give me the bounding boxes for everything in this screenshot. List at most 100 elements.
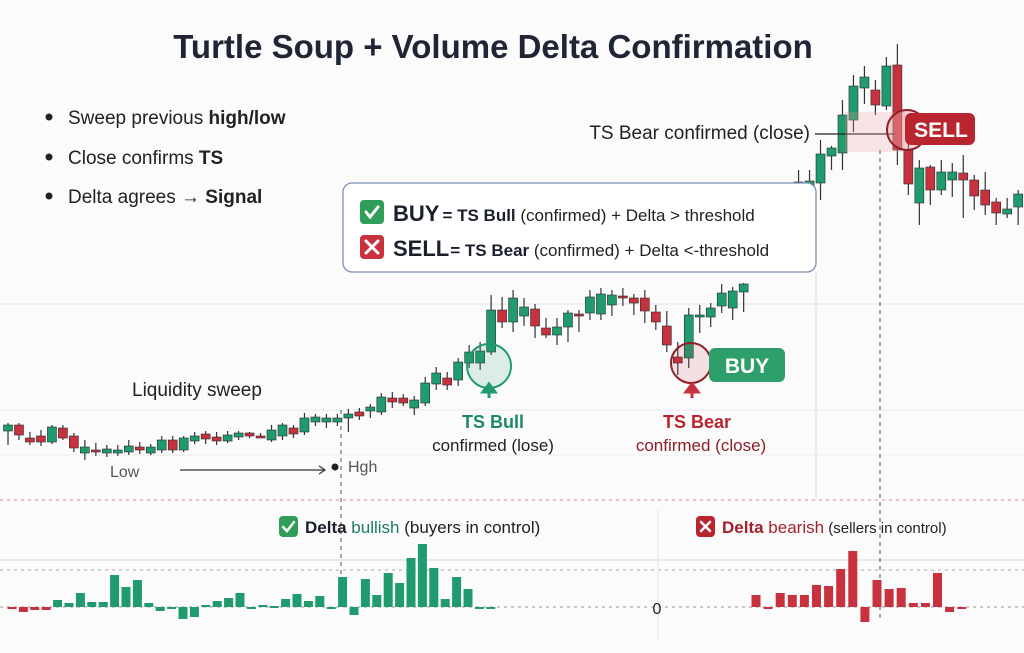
bullish-candle <box>1013 190 1023 225</box>
candle-body <box>903 149 914 185</box>
delta-bar-bearish <box>872 580 882 607</box>
delta-bar-bullish <box>178 607 188 619</box>
bullish-candle <box>277 423 288 440</box>
delta-bar-bullish <box>474 607 484 609</box>
delta-bar-bullish <box>167 607 177 609</box>
bearish-candle <box>387 392 398 408</box>
legend-sell-row: SELL= TS Bear (confirmed) + Delta <-thre… <box>393 236 769 261</box>
candle-body <box>947 171 958 181</box>
x-icon <box>360 235 384 259</box>
bullish-candle <box>694 305 705 333</box>
bearish-word: bearish <box>764 518 824 537</box>
candle-body <box>651 311 661 323</box>
zero-label: 0 <box>653 601 662 618</box>
candle-body <box>409 399 420 409</box>
high-point-marker <box>331 463 339 471</box>
candle-body <box>178 437 189 451</box>
bearish-candle <box>200 431 211 444</box>
candle-body <box>705 307 716 318</box>
bullish-candle <box>299 413 310 435</box>
delta-bar-bullish <box>121 587 131 607</box>
candle-body <box>47 426 57 443</box>
bullet-text: Sweep previous <box>68 108 208 129</box>
bullish-candle <box>508 290 518 332</box>
bullish-candle <box>716 284 727 313</box>
candle-body <box>420 382 431 404</box>
sell-signal-badge: SELL <box>905 113 975 145</box>
delta-bar-bullish <box>201 605 211 607</box>
candle-body <box>618 295 628 299</box>
bullish-candle <box>409 396 420 415</box>
bearish-candle <box>640 290 650 323</box>
candle-body <box>870 89 881 106</box>
candle-body <box>134 446 145 451</box>
bearish-candle <box>661 311 672 352</box>
candle-body <box>277 424 288 437</box>
bullish-candle <box>607 290 617 316</box>
candle-body <box>936 171 947 191</box>
delta-bar-bullish <box>258 605 268 607</box>
delta-bar-bullish <box>303 601 313 607</box>
bullish-candle <box>519 298 529 326</box>
candle-body <box>453 361 463 381</box>
candle-body <box>486 309 496 353</box>
candle-body <box>233 432 244 438</box>
delta-bar-bullish <box>212 601 222 607</box>
candle-body <box>211 436 222 442</box>
delta-bar-bearish <box>836 569 846 607</box>
bullish-candle <box>123 440 134 455</box>
bullish-candle <box>431 367 442 390</box>
candle-body <box>91 449 101 453</box>
ts-bear-top-label: TS Bear confirmed (close) <box>589 123 810 144</box>
delta-bar-bullish <box>30 607 40 610</box>
delta-bar-bullish <box>349 607 359 615</box>
candle-body <box>299 417 310 433</box>
bullish-candle <box>683 308 694 368</box>
bullish-candle <box>815 140 826 200</box>
delta-bar-bullish <box>417 544 427 607</box>
candle-body <box>475 350 485 364</box>
legend-sell-key: SELL <box>393 236 449 261</box>
delta-bar-bullish <box>155 607 165 611</box>
legend-frame <box>342 182 817 273</box>
delta-bearish-text: Delta bearish (sellers in control) <box>722 518 947 537</box>
bearish-desc: (sellers in control) <box>824 520 947 537</box>
bearish-candle <box>651 305 661 330</box>
legend-sell-rule: (confirmed) + Delta <-threshold <box>529 241 769 260</box>
delta-bar-bearish <box>775 593 785 607</box>
bullish-candle <box>266 425 277 442</box>
candle-body <box>145 446 156 454</box>
bullish-candle <box>47 425 57 444</box>
bullish-candle <box>80 440 90 460</box>
candle-body <box>14 424 24 436</box>
legend-box: BUY = TS Bull (confirmed) + Delta > thres… <box>342 182 817 273</box>
bullish-candle <box>705 303 716 327</box>
bearish-candle <box>14 423 24 440</box>
delta-bar-bullish <box>246 607 256 609</box>
delta-bar-bullish <box>87 602 97 607</box>
candle-body <box>925 166 936 191</box>
bearish-candle <box>211 432 222 445</box>
ts-bull-sublabel: confirmed (lose) <box>432 436 554 455</box>
delta-bars <box>7 544 967 622</box>
bullish-candle <box>3 423 13 445</box>
bearish-candle <box>969 175 980 210</box>
candle-body <box>552 326 562 336</box>
bullet-bold: TS <box>199 148 223 169</box>
candle-body <box>958 172 969 181</box>
bearish-candle <box>134 442 145 454</box>
delta-bar-bearish <box>933 573 942 607</box>
candle-body <box>519 306 529 317</box>
bearish-candle <box>870 80 881 115</box>
candle-body <box>398 397 409 404</box>
delta-bar-bearish <box>896 588 906 607</box>
bearish-candle <box>958 155 969 218</box>
bullish-desc: (buyers in control) <box>400 518 541 537</box>
sell-badge-label: SELL <box>914 119 968 142</box>
bearish-candle <box>618 288 628 306</box>
bullish-candle <box>102 445 112 457</box>
candle-body <box>859 76 870 89</box>
bearish-candle <box>58 425 68 440</box>
bullish-candle <box>343 409 354 432</box>
bearish-candle <box>892 44 903 165</box>
